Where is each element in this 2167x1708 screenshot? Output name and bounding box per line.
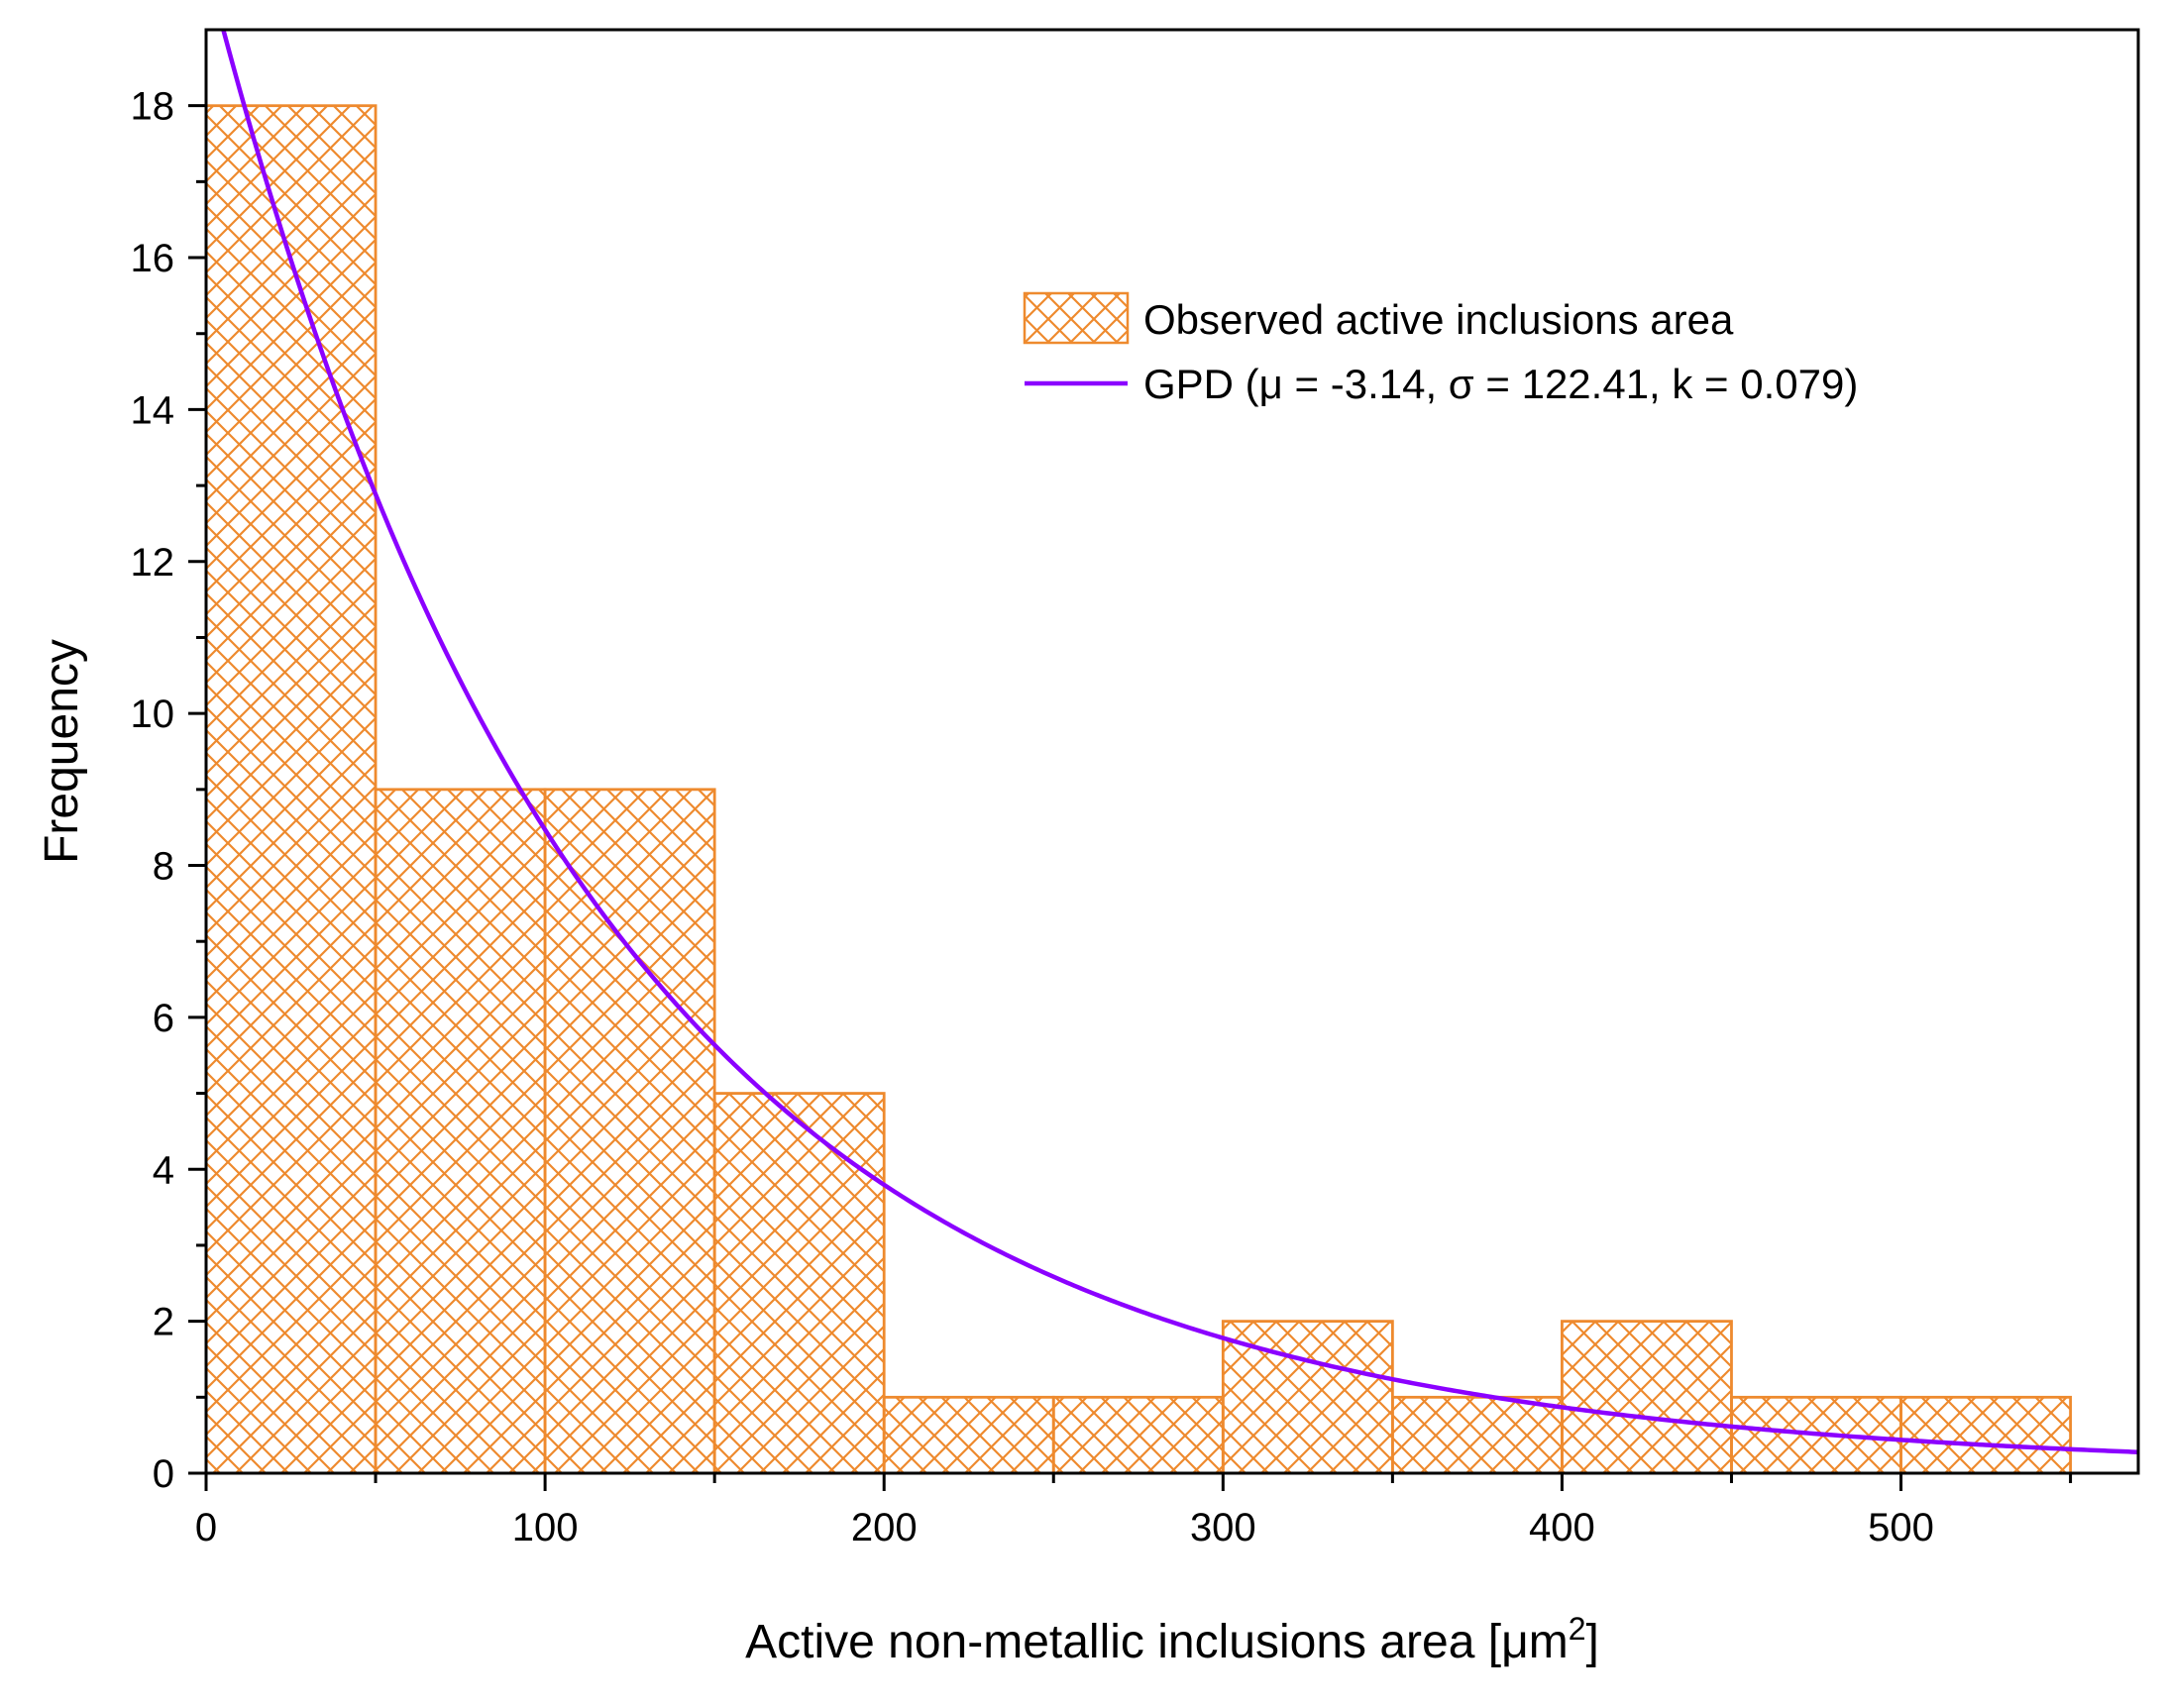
x-tick-label: 200 bbox=[851, 1506, 918, 1549]
y-axis-title: Frequency bbox=[36, 639, 88, 864]
histogram-bar-3 bbox=[712, 1092, 886, 1475]
y-tick-label: 0 bbox=[153, 1452, 174, 1496]
x-tick-label: 100 bbox=[512, 1506, 579, 1549]
histogram-bar-8 bbox=[1561, 1320, 1733, 1475]
x-tick-label: 0 bbox=[195, 1506, 217, 1549]
y-tick-label: 10 bbox=[131, 693, 175, 736]
y-tick-label: 4 bbox=[153, 1148, 174, 1192]
histogram-bar-0 bbox=[204, 104, 378, 1475]
histogram-bar-7 bbox=[1390, 1395, 1564, 1475]
histogram-bar-1 bbox=[374, 788, 547, 1475]
histogram-bar-10 bbox=[1899, 1395, 2072, 1475]
y-tick-label: 6 bbox=[153, 997, 174, 1040]
y-tick-label: 16 bbox=[131, 237, 175, 280]
gpd-fit-curve bbox=[221, 30, 2138, 1454]
x-tick-label: 400 bbox=[1529, 1506, 1595, 1549]
histogram-bar-4 bbox=[882, 1395, 1055, 1475]
x-axis-title-close: ] bbox=[1586, 1616, 1599, 1668]
histogram-bars bbox=[204, 104, 2072, 1475]
axis-ticks: 0 100 200 300 400 500 0 2 4 6 8 10 12 14 16 18 bbox=[131, 85, 2073, 1549]
legend-fit-label: GPD (μ = -3.14, σ = 122.41, k = 0.079) bbox=[1143, 361, 1858, 407]
histogram-bar-2 bbox=[543, 788, 716, 1475]
fit-curve-layer bbox=[221, 30, 2138, 1454]
x-axis-title-main: Active non-metallic inclusions area [μm bbox=[745, 1616, 1569, 1668]
legend: Observed active inclusions area GPD (μ =… bbox=[1023, 291, 1858, 407]
x-tick-label: 300 bbox=[1190, 1506, 1256, 1549]
y-tick-label: 14 bbox=[131, 388, 175, 432]
legend-bar-swatch bbox=[1023, 291, 1130, 345]
plot-frame bbox=[204, 28, 2140, 1475]
y-tick-label: 2 bbox=[153, 1301, 174, 1344]
histogram-bar-5 bbox=[1051, 1395, 1225, 1475]
y-tick-label: 8 bbox=[153, 845, 174, 889]
y-tick-label: 18 bbox=[131, 85, 175, 129]
x-axis-title: Active non-metallic inclusions area [μm2… bbox=[745, 1611, 1599, 1668]
x-axis-title-superscript: 2 bbox=[1569, 1611, 1586, 1647]
x-tick-label: 500 bbox=[1868, 1506, 1934, 1549]
legend-bars-label: Observed active inclusions area bbox=[1143, 296, 1734, 343]
y-tick-label: 12 bbox=[131, 541, 175, 585]
